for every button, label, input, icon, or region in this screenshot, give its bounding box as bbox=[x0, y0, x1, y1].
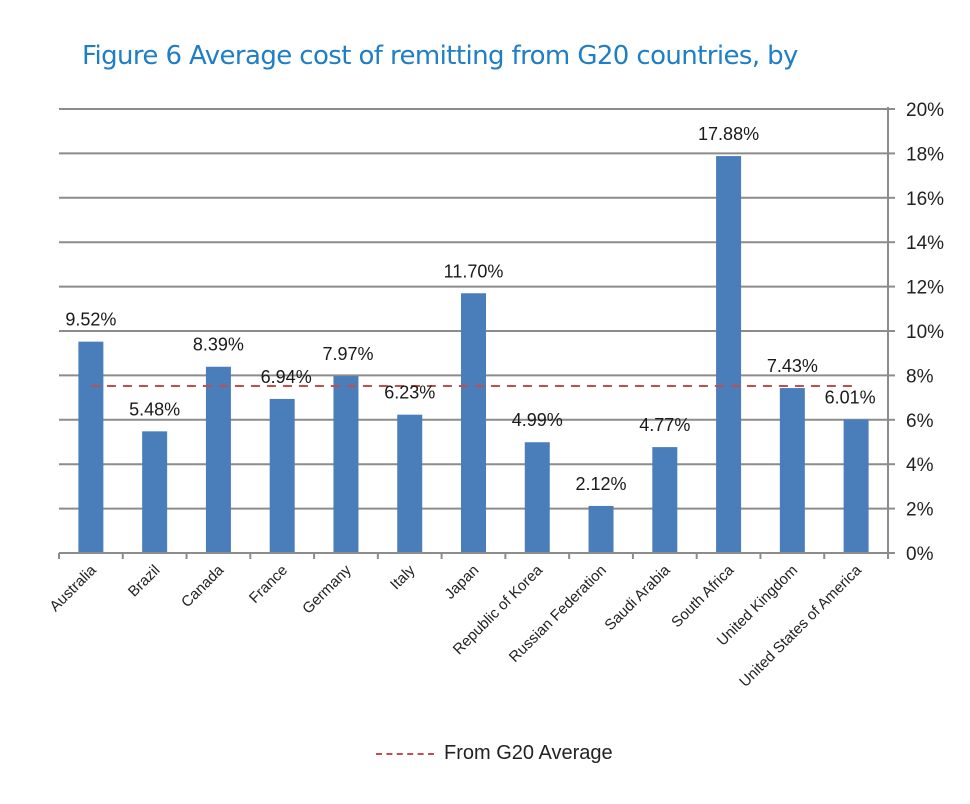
data-label: 7.97% bbox=[322, 344, 373, 364]
y-axis-tick-labels: 0% 2% 4% 6% 8% 10% 12% 14% 16% 18% 20% bbox=[906, 100, 944, 565]
bar-germany bbox=[333, 376, 359, 553]
data-label: 6.23% bbox=[384, 383, 435, 403]
x-category-label: United States of America bbox=[736, 561, 865, 690]
y-tick-label: 16% bbox=[906, 189, 944, 210]
data-label: 17.88% bbox=[698, 124, 759, 144]
bar-south-africa bbox=[716, 156, 742, 553]
bar-brazil bbox=[142, 431, 168, 553]
y-tick-label: 2% bbox=[906, 500, 934, 521]
x-category-label: Italy bbox=[387, 561, 419, 593]
x-category-label: Australia bbox=[46, 561, 100, 615]
x-category-label: Brazil bbox=[125, 562, 164, 601]
axes bbox=[58, 107, 895, 559]
data-labels: 9.52% 5.48% 8.39% 6.94% 7.97% 6.23% 11.70% 4.99… bbox=[65, 124, 875, 494]
legend-dashed-line-swatch bbox=[376, 752, 434, 755]
y-tick-label: 8% bbox=[906, 366, 934, 387]
y-tick-label: 20% bbox=[906, 100, 944, 121]
bar-japan bbox=[461, 293, 486, 553]
data-label: 8.39% bbox=[193, 335, 244, 355]
y-tick-label: 14% bbox=[906, 233, 944, 254]
data-label: 7.43% bbox=[767, 356, 818, 376]
bar-russian-federation bbox=[588, 505, 614, 553]
bar-united-kingdom bbox=[779, 388, 805, 553]
bar-australia bbox=[78, 341, 104, 553]
x-category-label: Germany bbox=[299, 561, 355, 617]
x-axis-category-labels: Australia Brazil Canada France Germany Italy J… bbox=[46, 561, 865, 690]
data-label: 6.01% bbox=[825, 388, 876, 408]
chart-title-line1: Figure 6 Average cost of remitting from … bbox=[82, 41, 798, 71]
y-tick-label: 10% bbox=[906, 322, 944, 343]
data-label: 2.12% bbox=[576, 474, 627, 494]
x-category-label: South Africa bbox=[668, 561, 738, 631]
y-tick-label: 6% bbox=[906, 411, 934, 432]
y-tick-label: 4% bbox=[906, 455, 934, 476]
data-label: 4.77% bbox=[639, 415, 690, 435]
data-label: 4.99% bbox=[512, 410, 563, 430]
bar-united-states-of-america bbox=[843, 419, 869, 553]
bar-saudi-arabia bbox=[652, 447, 678, 553]
bar-italy bbox=[397, 414, 423, 553]
bar-france bbox=[269, 398, 295, 553]
y-tick-label: 0% bbox=[906, 544, 934, 565]
data-label: 5.48% bbox=[129, 399, 180, 419]
legend-label: From G20 Average bbox=[444, 742, 613, 764]
x-category-label: Canada bbox=[178, 561, 228, 611]
chart-title: Figure 6 Average cost of remitting from … bbox=[82, 38, 882, 88]
chart-title-line2-clipped: - bbox=[82, 74, 882, 88]
y-tick-label: 12% bbox=[906, 278, 944, 299]
x-category-label: Japan bbox=[441, 562, 482, 603]
y-tick-label: 18% bbox=[906, 144, 944, 165]
x-category-label: France bbox=[246, 562, 291, 607]
bar-canada bbox=[205, 366, 231, 553]
legend: From G20 Average bbox=[376, 742, 613, 765]
bars bbox=[78, 156, 869, 553]
x-category-label: Saudi Arabia bbox=[601, 561, 674, 634]
data-label: 9.52% bbox=[65, 310, 116, 330]
data-label: 11.70% bbox=[444, 261, 504, 281]
data-label: 6.94% bbox=[261, 367, 312, 387]
bar-republic-of-korea bbox=[524, 442, 550, 553]
bar-chart: 0% 2% 4% 6% 8% 10% 12% 14% 16% 18% 20% 9.52% 5.48% 8… bbox=[46, 100, 944, 691]
